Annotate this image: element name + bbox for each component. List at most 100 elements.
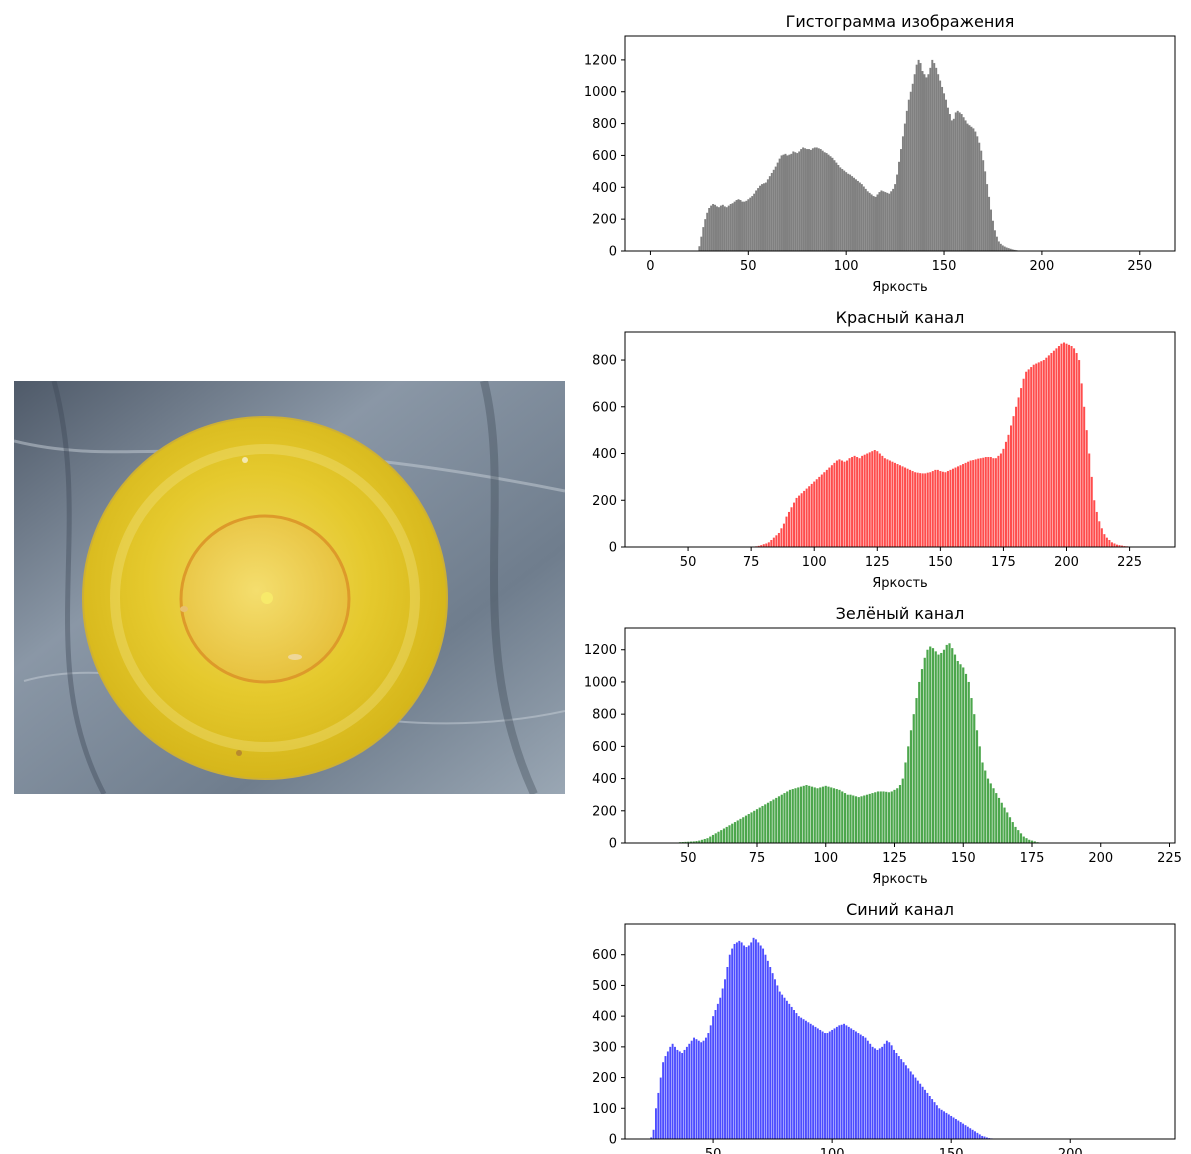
histogram-bar: [703, 838, 706, 843]
histogram-bar: [1105, 537, 1108, 547]
histogram-bar: [770, 539, 773, 547]
histogram-bar: [849, 174, 852, 251]
histogram-bar: [919, 63, 922, 251]
histogram-bar: [800, 1017, 803, 1139]
histogram-bar: [911, 471, 914, 547]
histogram-bar: [934, 469, 937, 547]
y-tick-label: 600: [592, 149, 617, 164]
histogram-bar: [893, 1049, 895, 1139]
histogram-bar: [1007, 248, 1010, 251]
histogram-bar: [941, 471, 944, 547]
histogram-bar: [681, 1053, 684, 1139]
histogram-bar: [1037, 362, 1040, 547]
histogram-bar: [940, 652, 943, 843]
histogram-bar: [966, 1126, 969, 1139]
y-tick-label: 1000: [584, 85, 617, 100]
histogram-bar: [901, 778, 904, 843]
histogram-bar: [951, 468, 954, 547]
histogram-bar: [993, 230, 996, 251]
histogram-bar: [674, 1046, 676, 1139]
histogram-bar: [907, 99, 910, 251]
histogram-bar: [1055, 348, 1058, 547]
histogram-bar: [972, 460, 975, 547]
histogram-bar: [962, 667, 965, 843]
histogram-bars: [750, 342, 1134, 548]
histogram-bar: [846, 460, 849, 547]
histogram-bar: [840, 1024, 843, 1139]
histogram-bar: [970, 126, 973, 251]
histogram-bar: [906, 468, 909, 547]
histogram-bar: [793, 1010, 795, 1139]
histogram-bar: [797, 787, 800, 843]
histogram-bar: [978, 1134, 981, 1139]
histogram-bar: [991, 220, 994, 251]
histogram-bar: [896, 788, 899, 843]
histogram-bar: [833, 1028, 836, 1139]
histogram-bar: [683, 1049, 686, 1139]
histogram-bar: [876, 451, 879, 547]
histogram-bar: [843, 1023, 845, 1139]
histogram-bar: [777, 532, 780, 547]
histogram-bar: [858, 458, 861, 547]
histogram-bar: [802, 785, 805, 843]
histogram-bar: [843, 461, 846, 547]
histogram-bar: [826, 1033, 829, 1139]
histogram-bar: [735, 942, 738, 1139]
histogram-bar: [810, 786, 814, 843]
histogram-bar: [761, 184, 763, 251]
histogram-bar: [741, 201, 744, 251]
histogram-bar: [707, 1033, 710, 1139]
histogram-bar: [959, 664, 962, 843]
y-tick-label: 500: [592, 979, 617, 994]
histogram-bar: [863, 454, 866, 547]
histogram-bar: [931, 471, 934, 547]
histogram-bar: [1002, 448, 1005, 547]
histogram-bar: [666, 1051, 669, 1139]
histogram-bar: [766, 802, 770, 843]
histogram-bar: [876, 791, 880, 843]
histogram-bar: [811, 148, 814, 251]
y-tick-label: 0: [609, 837, 617, 852]
histogram-bar: [933, 63, 936, 251]
histogram-bar: [914, 472, 917, 547]
histogram-bar: [780, 528, 783, 547]
histogram-bar: [802, 1019, 805, 1139]
histogram-bar: [831, 157, 834, 251]
histogram-bar: [907, 746, 910, 843]
histogram-bar: [945, 99, 947, 251]
histogram-bar: [913, 74, 916, 251]
histogram-bar: [959, 465, 962, 547]
histogram-bar: [854, 796, 858, 843]
y-tick-label: 400: [592, 181, 617, 196]
histogram-bar: [731, 823, 734, 843]
histogram-bar: [778, 158, 781, 251]
histogram-bar: [729, 204, 732, 251]
histogram-bar: [833, 462, 836, 547]
histogram-bar: [788, 789, 792, 843]
histogram-bar: [795, 1013, 798, 1139]
histogram-bar: [710, 205, 713, 251]
histogram-bar: [1017, 397, 1020, 547]
histogram-bar: [997, 241, 1000, 251]
x-tick-label: 150: [951, 851, 976, 866]
histogram-bar: [847, 1026, 850, 1139]
histogram-bar: [999, 243, 1002, 251]
histogram-bar: [714, 833, 717, 843]
histogram-bar: [823, 472, 826, 547]
histogram-bar: [861, 455, 864, 547]
histogram-bar: [1073, 348, 1076, 547]
y-tick-label: 400: [592, 1010, 617, 1025]
x-axis-label: Яркость: [872, 872, 927, 887]
histogram-bar: [737, 199, 740, 251]
histogram-bar: [864, 1037, 867, 1139]
histogram-bar: [921, 71, 924, 251]
histogram-bar: [841, 791, 844, 843]
histogram-bar: [947, 1114, 950, 1139]
x-tick-label: 100: [802, 555, 827, 570]
histogram-bar: [712, 204, 715, 251]
histogram-bar: [793, 502, 796, 547]
histogram-bar: [923, 74, 926, 251]
histogram-bar: [1083, 406, 1086, 547]
histogram-bar: [1057, 346, 1060, 547]
histogram-bar: [939, 80, 942, 251]
